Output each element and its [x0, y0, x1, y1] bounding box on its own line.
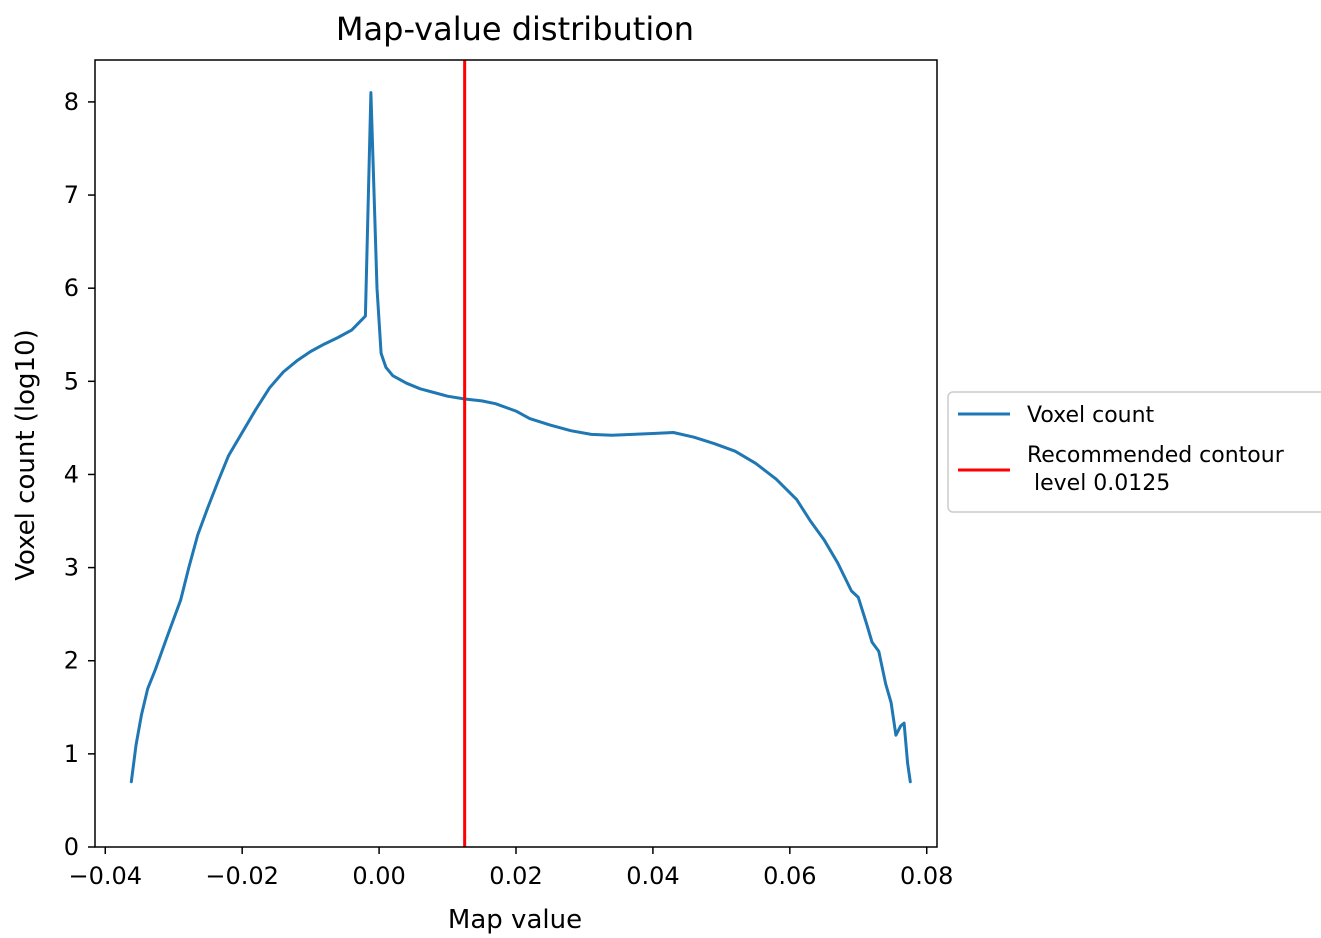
plot-area: [129, 60, 912, 847]
legend-label-line: level 0.0125: [1027, 471, 1170, 496]
y-tick-label: 0: [64, 833, 79, 861]
y-axis-label: Voxel count (log10): [11, 329, 41, 581]
x-tick-label: −0.04: [68, 862, 142, 890]
legend: Voxel count Recommended contour level 0.…: [947, 391, 1321, 513]
legend-label-line: Recommended contour: [1027, 443, 1285, 468]
plot-frame: [94, 59, 938, 848]
y-tick-label: 6: [64, 274, 79, 302]
x-tick-label: −0.02: [205, 862, 279, 890]
y-tick-label: 1: [64, 740, 79, 768]
chart-title: Map-value distribution: [336, 10, 694, 48]
legend-label-voxel-count: Voxel count: [1027, 403, 1155, 428]
y-tick-label: 8: [64, 88, 79, 116]
x-tick-label: 0.00: [352, 862, 405, 890]
y-axis-ticks: 0 1 2 3 4 5 6 7 8: [64, 88, 95, 861]
series-line-voxel-count: [129, 91, 912, 784]
y-tick-label: 4: [64, 460, 79, 488]
x-axis-ticks: −0.04 −0.02 0.00 0.02 0.04 0.06 0.08: [68, 847, 953, 890]
x-tick-label: 0.02: [489, 862, 542, 890]
y-tick-label: 3: [64, 554, 79, 582]
y-tick-label: 5: [64, 367, 79, 395]
legend-label-contour-level: Recommended contour level 0.0125: [1027, 443, 1285, 496]
x-tick-label: 0.04: [626, 862, 679, 890]
y-tick-label: 7: [64, 181, 79, 209]
x-axis-label: Map value: [448, 905, 582, 934]
x-tick-label: 0.06: [763, 862, 816, 890]
y-tick-label: 2: [64, 647, 79, 675]
legend-box: [947, 391, 1321, 513]
x-tick-label: 0.08: [900, 862, 953, 890]
